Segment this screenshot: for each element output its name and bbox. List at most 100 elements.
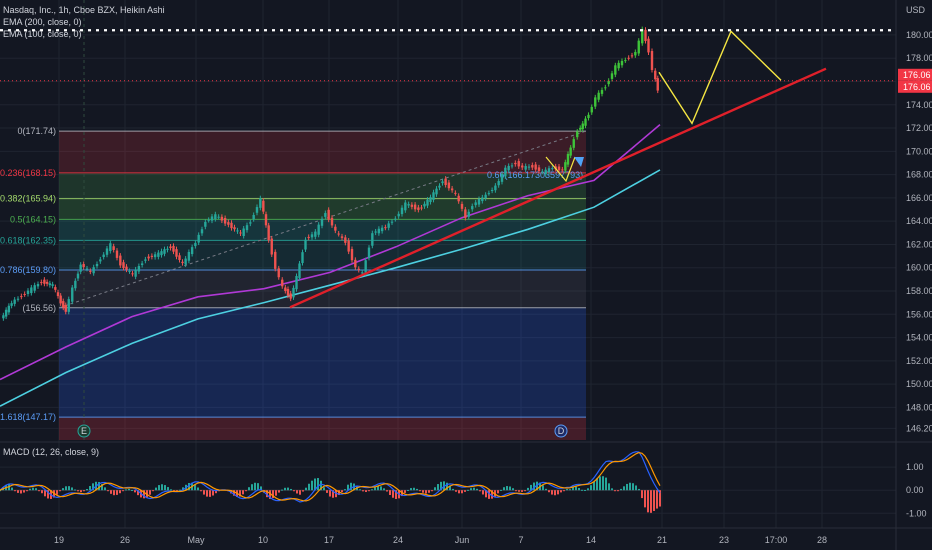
- macd-histogram-bar: [383, 488, 385, 491]
- currency-label[interactable]: USD: [906, 5, 926, 15]
- macd-histogram-bar: [65, 486, 67, 491]
- candle-body: [112, 246, 115, 250]
- projection-path: [658, 30, 782, 125]
- macd-histogram-bar: [467, 489, 469, 491]
- macd-histogram-bar: [83, 490, 85, 492]
- candle-body: [630, 55, 634, 57]
- macd-signal-line: [0, 451, 661, 502]
- time-axis[interactable]: 19 26 May 10 17 24 Jun 7 14 21 23 17:00 28: [54, 535, 827, 545]
- candle-body: [200, 229, 204, 234]
- time-tick-label: 23: [719, 535, 729, 545]
- candle-body: [54, 287, 57, 290]
- macd-histogram-bar: [617, 490, 619, 492]
- fibonacci-retracement: 0(171.74) 0.236(168.15) 0.382(165.94) 0.5(1…: [0, 0, 587, 440]
- candle-body: [125, 266, 128, 270]
- candle-body: [105, 248, 109, 255]
- macd-histogram-bar: [56, 490, 58, 495]
- candle-body: [617, 62, 620, 69]
- candle-body: [347, 240, 350, 252]
- macd-histogram-bar: [272, 490, 274, 499]
- legend-ema200[interactable]: EMA (200, close, 0): [3, 17, 82, 27]
- fib-level-label: 0.236(168.15): [0, 168, 56, 178]
- candle-body: [484, 194, 487, 199]
- candle-body: [310, 234, 314, 238]
- macd-legend[interactable]: MACD (12, 26, close, 9): [3, 447, 99, 457]
- macd-histogram-bar: [545, 488, 547, 491]
- time-tick-label: Jun: [455, 535, 470, 545]
- macd-histogram-bar: [422, 490, 424, 493]
- candle-body: [259, 198, 262, 208]
- candle-body: [650, 51, 654, 70]
- macd-histogram-bar: [491, 490, 493, 499]
- macd-histogram-bar: [242, 490, 244, 495]
- candle-body: [51, 284, 54, 286]
- macd-histogram-bar: [131, 490, 133, 492]
- candle-body: [394, 218, 397, 220]
- candle-body: [181, 261, 184, 264]
- macd-histogram-bar: [320, 480, 322, 491]
- candle-body: [514, 162, 517, 165]
- candle-body: [517, 161, 520, 167]
- candle-body: [289, 293, 292, 299]
- candle-body: [340, 236, 344, 238]
- candle-body: [576, 131, 579, 138]
- fib-zone: [59, 240, 586, 271]
- drawings: [0, 29, 896, 309]
- candle-body: [374, 231, 377, 233]
- candle-body: [26, 290, 30, 294]
- candle-body: [435, 188, 438, 195]
- candle-body: [128, 270, 131, 272]
- macd-histogram-bar: [527, 487, 529, 491]
- candle-body: [494, 185, 497, 191]
- candles: [2, 26, 659, 321]
- candle-body: [432, 192, 435, 200]
- candle-body: [531, 165, 534, 168]
- candle-body: [497, 181, 500, 186]
- candle-body: [140, 263, 144, 266]
- macd-histogram-bar: [38, 490, 40, 492]
- candle-body: [85, 268, 89, 270]
- macd-histogram-bar: [650, 490, 652, 513]
- macd-histogram-bar: [572, 486, 574, 491]
- candle-body: [364, 260, 367, 274]
- candle-body: [2, 315, 5, 319]
- macd-histogram-bar: [605, 477, 607, 491]
- macd-histogram-bar: [380, 486, 382, 491]
- macd-histogram-bar: [647, 490, 649, 513]
- price-axis[interactable]: 146.20 148.00 150.00 152.00 154.00 156.00 158.…: [898, 30, 932, 433]
- candle-body: [607, 80, 610, 85]
- legend-ema100[interactable]: EMA (100, close, 0): [3, 29, 82, 39]
- candle-body: [150, 255, 154, 257]
- macd-histogram-bar: [305, 487, 307, 491]
- candle-body: [223, 217, 227, 224]
- fib-level-label: 0.5(164.15): [10, 214, 56, 224]
- candle-body: [581, 123, 584, 130]
- macd-histogram-bar: [11, 487, 13, 491]
- macd-histogram-bar: [296, 490, 298, 494]
- macd-histogram-bar: [368, 490, 370, 492]
- candle-body: [187, 251, 191, 261]
- macd-histogram-bar: [374, 487, 376, 491]
- event-marker: [77, 424, 91, 438]
- macd-histogram-bar: [632, 483, 634, 491]
- candle-body: [163, 249, 166, 254]
- macd-histogram-bar: [410, 488, 412, 491]
- macd-histogram-bar: [35, 488, 37, 491]
- candle-body: [637, 40, 640, 54]
- price-tick-label: 162.00: [906, 239, 932, 249]
- candle-body: [249, 222, 252, 224]
- candle-body: [220, 216, 224, 221]
- candle-body: [242, 228, 245, 237]
- candle-body: [354, 259, 357, 268]
- candle-body: [384, 227, 387, 229]
- macd-histogram-bar: [497, 490, 499, 494]
- macd-histogram-bar: [512, 488, 514, 491]
- candle-body: [634, 51, 637, 56]
- candle-body: [610, 73, 614, 79]
- macd-histogram-bar: [323, 487, 325, 491]
- price-tag-bg: [898, 68, 932, 81]
- candle-body: [429, 197, 432, 203]
- macd-histogram-bar: [332, 490, 334, 498]
- macd-histogram-bar: [32, 487, 34, 491]
